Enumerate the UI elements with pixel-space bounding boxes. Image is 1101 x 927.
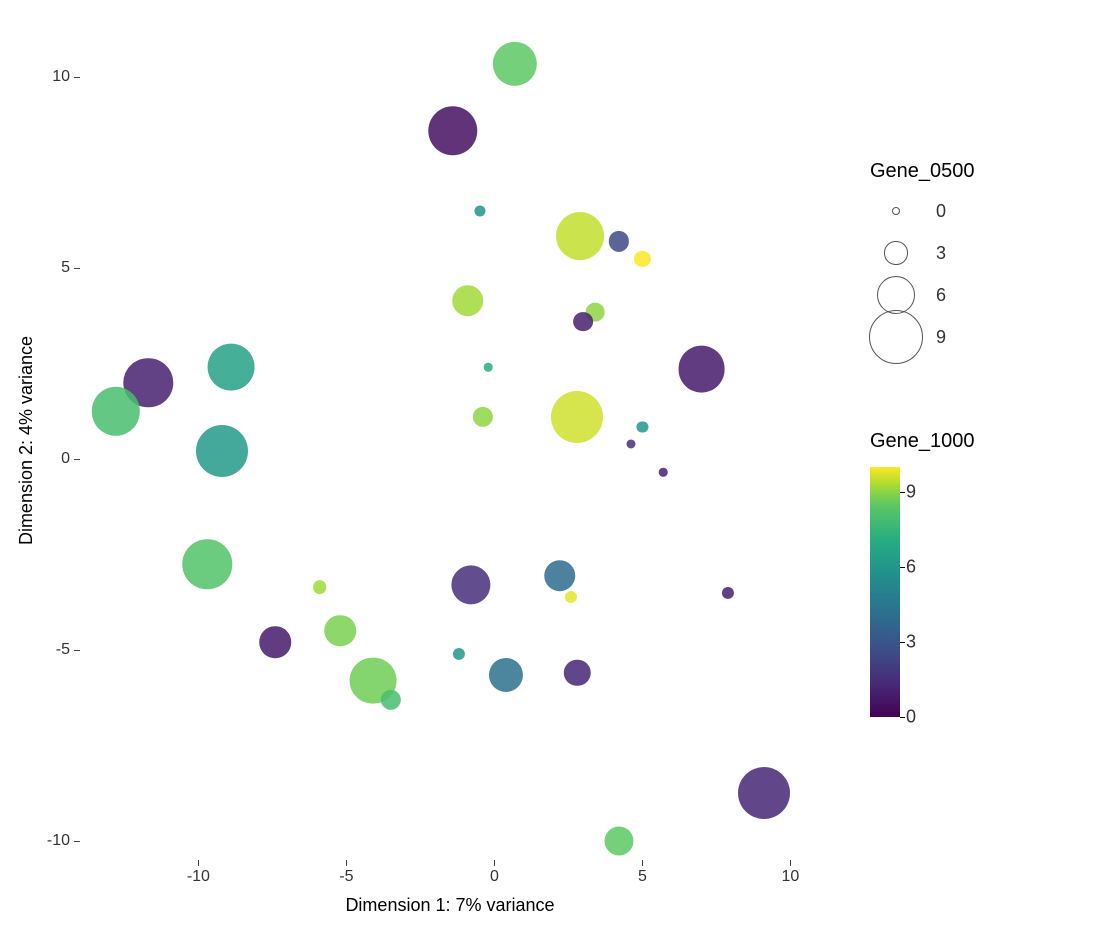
y-tick-label: 10 bbox=[40, 68, 70, 86]
x-tick-mark bbox=[642, 860, 643, 866]
data-point bbox=[472, 407, 492, 427]
x-tick-mark bbox=[790, 860, 791, 866]
y-tick-mark bbox=[74, 650, 80, 651]
y-tick-mark bbox=[74, 268, 80, 269]
data-point bbox=[196, 425, 248, 477]
colorbar: 0369 bbox=[870, 467, 900, 717]
data-point bbox=[183, 539, 232, 588]
data-point bbox=[260, 627, 292, 659]
size-legend-circle bbox=[877, 276, 916, 315]
size-legend-label: 0 bbox=[936, 201, 946, 222]
size-legend-label: 3 bbox=[936, 243, 946, 264]
data-point bbox=[474, 205, 485, 216]
data-point bbox=[678, 346, 725, 393]
colorbar-tick-mark bbox=[900, 717, 905, 718]
size-legend: Gene_0500 0 3 6 9 bbox=[870, 160, 1080, 361]
y-tick-mark bbox=[74, 841, 80, 842]
y-tick-mark bbox=[74, 77, 80, 78]
data-point bbox=[493, 42, 537, 86]
data-point bbox=[451, 565, 490, 604]
data-point bbox=[208, 344, 255, 391]
data-point bbox=[573, 312, 593, 332]
data-point bbox=[609, 231, 629, 251]
x-tick-mark bbox=[346, 860, 347, 866]
data-point bbox=[325, 615, 357, 647]
color-legend-title: Gene_1000 bbox=[870, 430, 1080, 453]
colorbar-tick-label: 6 bbox=[906, 557, 916, 578]
x-tick-label: -10 bbox=[187, 868, 210, 886]
data-point bbox=[428, 106, 477, 155]
data-point bbox=[565, 590, 577, 602]
colorbar-tick-label: 9 bbox=[906, 482, 916, 503]
colorbar-tick-mark bbox=[900, 642, 905, 643]
y-tick-mark bbox=[74, 459, 80, 460]
data-point bbox=[544, 560, 576, 592]
size-legend-label: 6 bbox=[936, 285, 946, 306]
y-tick-label: 5 bbox=[40, 259, 70, 277]
size-legend-row: 6 bbox=[870, 277, 1080, 313]
plot-area bbox=[80, 20, 820, 860]
size-legend-row: 0 bbox=[870, 193, 1080, 229]
data-point bbox=[453, 648, 465, 660]
size-legend-circle bbox=[884, 241, 907, 264]
x-tick-mark bbox=[494, 860, 495, 866]
size-legend-items: 0 3 6 9 bbox=[870, 193, 1080, 355]
chart-container: Dimension 1: 7% variance Dimension 2: 4%… bbox=[0, 0, 1101, 927]
colorbar-tick-label: 3 bbox=[906, 632, 916, 653]
colorbar-tick-label: 0 bbox=[906, 707, 916, 728]
colorbar-tick-mark bbox=[900, 492, 905, 493]
data-point bbox=[551, 391, 603, 443]
size-legend-circle bbox=[869, 310, 923, 364]
data-point bbox=[489, 658, 523, 692]
x-tick-label: 10 bbox=[781, 868, 799, 886]
data-point bbox=[91, 387, 139, 435]
x-tick-label: 0 bbox=[490, 868, 499, 886]
y-tick-label: -5 bbox=[40, 641, 70, 659]
y-tick-label: -10 bbox=[40, 832, 70, 850]
data-point bbox=[634, 251, 650, 267]
size-legend-row: 9 bbox=[870, 319, 1080, 355]
data-point bbox=[738, 767, 790, 819]
y-axis-label: Dimension 2: 4% variance bbox=[15, 20, 39, 860]
data-point bbox=[722, 587, 734, 599]
x-axis-label: Dimension 1: 7% variance bbox=[80, 895, 820, 916]
data-point bbox=[313, 580, 327, 594]
data-point bbox=[637, 421, 648, 432]
data-point bbox=[452, 285, 484, 317]
size-legend-title: Gene_0500 bbox=[870, 160, 1080, 183]
size-legend-label: 9 bbox=[936, 327, 946, 348]
data-point bbox=[659, 468, 668, 477]
data-point bbox=[604, 826, 633, 855]
colorbar-tick-mark bbox=[900, 567, 905, 568]
data-point bbox=[564, 660, 590, 686]
data-point bbox=[381, 689, 401, 709]
data-point bbox=[556, 212, 604, 260]
data-point bbox=[626, 439, 635, 448]
data-point bbox=[484, 363, 493, 372]
x-tick-label: 5 bbox=[638, 868, 647, 886]
x-tick-label: -5 bbox=[339, 868, 353, 886]
color-legend: Gene_1000 0369 bbox=[870, 430, 1080, 717]
size-legend-row: 3 bbox=[870, 235, 1080, 271]
size-legend-circle bbox=[892, 207, 900, 215]
x-tick-mark bbox=[198, 860, 199, 866]
y-tick-label: 0 bbox=[40, 450, 70, 468]
